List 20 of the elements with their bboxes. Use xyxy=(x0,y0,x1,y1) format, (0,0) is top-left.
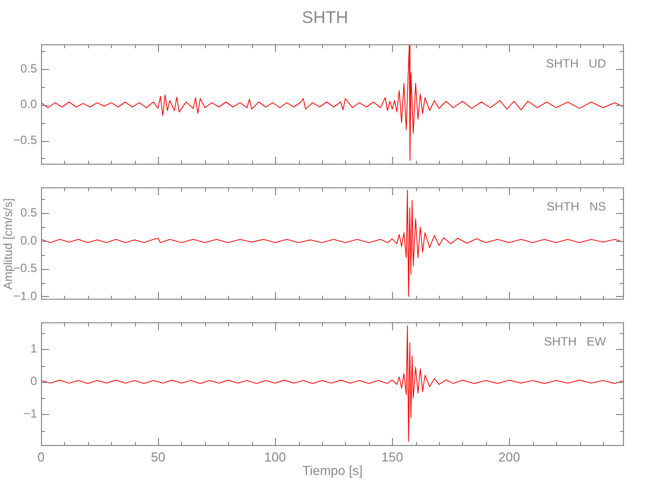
x-tick-label: 200 xyxy=(498,449,520,464)
annotation: SHTH NS xyxy=(546,200,606,214)
y-tick-label: 0.5 xyxy=(20,61,38,76)
annotation: SHTH UD xyxy=(546,56,606,71)
y-tick-label: −0.5 xyxy=(13,261,38,276)
y-axis-title: Amplitud [cm/s/s] xyxy=(1,198,15,290)
y-tick-label: −0.5 xyxy=(13,132,38,147)
chart-title: SHTH xyxy=(302,8,348,28)
y-tick-label: 0.0 xyxy=(20,233,38,248)
y-tick-label: 0.0 xyxy=(20,97,38,112)
x-tick-label: 150 xyxy=(381,449,404,464)
y-tick-label: 1 xyxy=(30,342,38,356)
y-tick-label: −1 xyxy=(23,406,38,421)
y-tick-label: 0 xyxy=(30,374,38,388)
x-tick-label: 50 xyxy=(150,449,166,464)
annotation: SHTH EW xyxy=(544,334,607,349)
x-tick-label: 100 xyxy=(264,449,286,464)
y-tick-label: 0.5 xyxy=(20,206,38,220)
x-axis-title: Tiempo [s] xyxy=(302,463,363,478)
y-tick-label: −1.0 xyxy=(13,288,38,303)
